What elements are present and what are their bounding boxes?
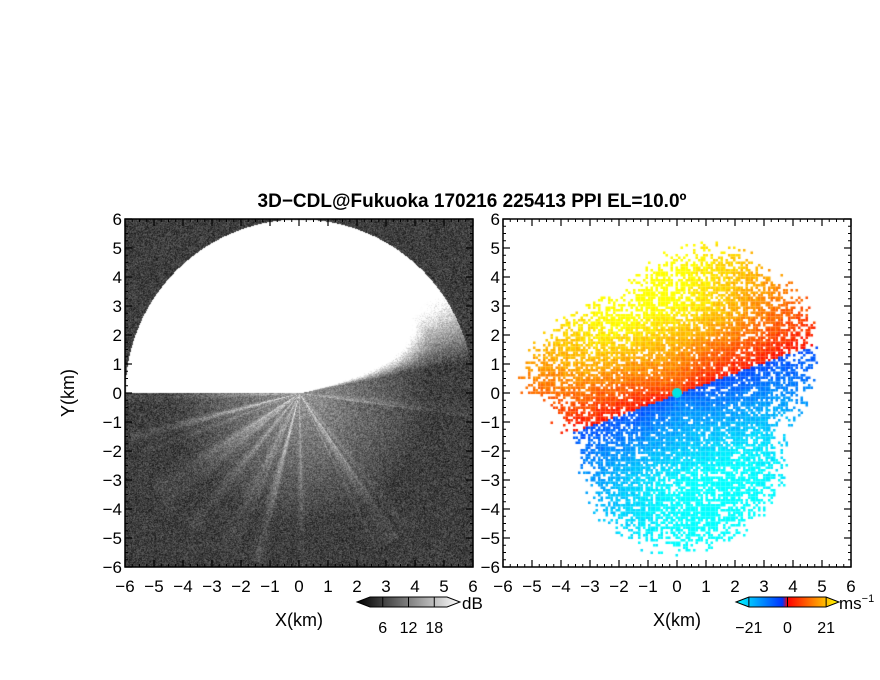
intensity-image (125, 219, 473, 567)
velocity-image (503, 219, 851, 567)
velocity-axis-ticks: −6 −5 −4 −3 −2 −1 0 1 2 3 4 5 6 −6 −5 −4 −3 −2 −1 0 1 2 3 4 5 6 (481, 210, 856, 596)
velocity-y-tick-label: −6 (481, 558, 500, 577)
velocity-x-axis-label: X(km) (653, 610, 701, 630)
intensity-x-axis-label: X(km) (275, 610, 323, 630)
velocity-y-tick-label: 4 (491, 268, 500, 287)
velocity-colorbar-tick-label: 0 (783, 620, 792, 637)
chart-title: 3D−CDL@Fukuoka 170216 225413 PPI EL=10.0… (258, 191, 687, 212)
intensity-x-tick-label: −1 (260, 577, 279, 596)
velocity-x-tick-label: 0 (672, 577, 681, 596)
intensity-raster (125, 219, 473, 567)
intensity-x-tick-label: 1 (323, 577, 332, 596)
intensity-y-tick-label: −4 (103, 500, 122, 519)
velocity-y-tick-label: 1 (491, 355, 500, 374)
velocity-y-tick-label: 0 (491, 384, 500, 403)
intensity-y-tick-label: 5 (113, 239, 122, 258)
intensity-y-tick-label: 4 (113, 268, 122, 287)
intensity-x-tick-label: 3 (381, 577, 390, 596)
velocity-raster (503, 219, 851, 567)
velocity-y-tick-label: −1 (481, 413, 500, 432)
velocity-x-tick-label: −1 (638, 577, 657, 596)
velocity-x-tick-label: 3 (759, 577, 768, 596)
intensity-colorbar-tick-label: 18 (425, 620, 443, 637)
velocity-colorbar-unit: ms−1 (839, 593, 874, 613)
intensity-y-tick-label: −1 (103, 413, 122, 432)
intensity-x-tick-label: −3 (202, 577, 221, 596)
intensity-y-tick-label: −3 (103, 471, 122, 490)
velocity-x-tick-label: 1 (701, 577, 710, 596)
velocity-x-tick-label: −3 (580, 577, 599, 596)
velocity-y-tick-label: −3 (481, 471, 500, 490)
intensity-x-tick-label: −4 (173, 577, 192, 596)
intensity-y-tick-label: 0 (113, 384, 122, 403)
intensity-x-tick-label: −5 (144, 577, 163, 596)
velocity-y-tick-label: 6 (491, 210, 500, 229)
intensity-colorbar-tick-label: 6 (378, 620, 387, 637)
velocity-y-tick-label: −5 (481, 529, 500, 548)
velocity-y-tick-label: −2 (481, 442, 500, 461)
velocity-y-tick-label: 3 (491, 297, 500, 316)
velocity-colorbar-unit-exponent: −1 (862, 593, 875, 605)
velocity-colorbar: −21 0 21 ms−1 (734, 593, 874, 637)
intensity-y-tick-label: −5 (103, 529, 122, 548)
intensity-colorbar: 6 12 18 dB (355, 594, 483, 637)
intensity-colorbar-tick-label: 12 (400, 620, 418, 637)
intensity-y-tick-label: −6 (103, 558, 122, 577)
velocity-y-tick-label: 2 (491, 326, 500, 345)
velocity-x-tick-label: 4 (788, 577, 797, 596)
velocity-x-tick-label: −5 (522, 577, 541, 596)
velocity-x-tick-label: 5 (817, 577, 826, 596)
intensity-x-tick-label: 4 (410, 577, 419, 596)
velocity-x-tick-label: −6 (493, 577, 512, 596)
intensity-y-tick-label: 6 (113, 210, 122, 229)
intensity-colorbar-unit: dB (462, 594, 483, 613)
intensity-axis-ticks: −6 −5 −4 −3 −2 −1 0 1 2 3 4 5 6 −6 −5 −4 −3 −2 −1 0 1 2 3 4 5 6 (103, 210, 478, 596)
intensity-y-tick-label: −2 (103, 442, 122, 461)
velocity-x-tick-label: −4 (551, 577, 570, 596)
intensity-x-tick-label: 6 (468, 577, 477, 596)
velocity-x-tick-label: −2 (609, 577, 628, 596)
velocity-x-tick-label: 6 (846, 577, 855, 596)
intensity-x-tick-label: 2 (352, 577, 361, 596)
intensity-x-tick-label: 5 (439, 577, 448, 596)
velocity-panel: −6 −5 −4 −3 −2 −1 0 1 2 3 4 5 6 −6 −5 −4 −3 −2 −1 0 1 2 3 4 5 6 X… (481, 210, 875, 637)
velocity-colorbar-tick-label: 21 (817, 620, 835, 637)
velocity-colorbar-tick-label: −21 (735, 620, 762, 637)
intensity-y-axis-label: Y(km) (58, 369, 78, 417)
intensity-y-tick-label: 2 (113, 326, 122, 345)
velocity-y-tick-label: 5 (491, 239, 500, 258)
velocity-x-tick-label: 2 (730, 577, 739, 596)
intensity-x-tick-label: −6 (115, 577, 134, 596)
velocity-y-tick-label: −4 (481, 500, 500, 519)
intensity-x-tick-label: 0 (294, 577, 303, 596)
intensity-y-tick-label: 1 (113, 355, 122, 374)
intensity-x-tick-label: −2 (231, 577, 250, 596)
intensity-y-tick-label: 3 (113, 297, 122, 316)
